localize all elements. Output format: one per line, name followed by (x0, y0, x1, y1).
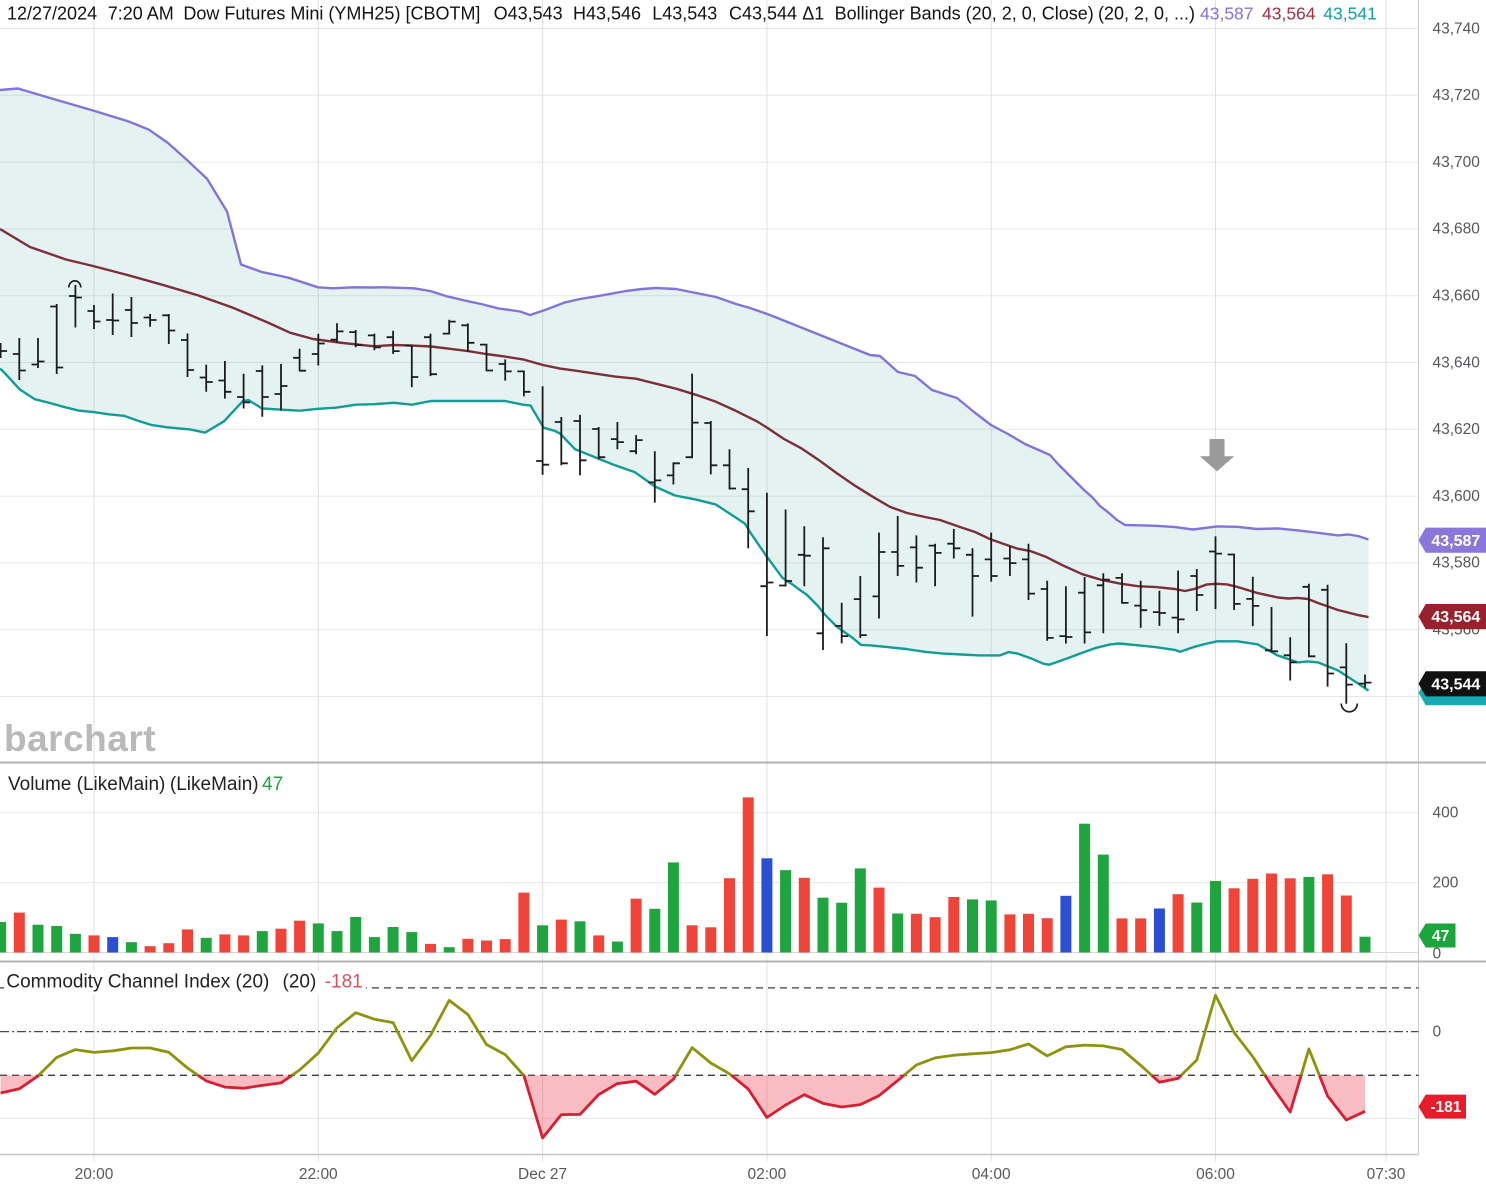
svg-text:06:00: 06:00 (1196, 1166, 1235, 1183)
svg-text:O43,543: O43,543 (494, 4, 563, 24)
svg-text:-181: -181 (325, 972, 363, 993)
svg-text:02:00: 02:00 (748, 1166, 787, 1183)
svg-text:L43,543: L43,543 (652, 4, 717, 24)
svg-text:47: 47 (1432, 928, 1449, 945)
svg-text:Commodity Channel Index (20): Commodity Channel Index (20) (6, 972, 269, 993)
svg-text:0: 0 (1433, 945, 1442, 962)
svg-text:(LikeMain): (LikeMain) (170, 774, 259, 795)
svg-text:43,544: 43,544 (1431, 676, 1480, 693)
svg-text:0: 0 (1433, 1023, 1442, 1040)
svg-text:43,587: 43,587 (1200, 4, 1254, 24)
svg-text:43,700: 43,700 (1433, 154, 1481, 171)
svg-text:43,600: 43,600 (1433, 488, 1481, 505)
svg-text:43,680: 43,680 (1433, 221, 1481, 238)
svg-text:C43,544: C43,544 (729, 4, 797, 24)
svg-text:Bollinger Bands (20, 2, 0, Clo: Bollinger Bands (20, 2, 0, Close) (835, 4, 1094, 24)
svg-text:43,587: 43,587 (1431, 533, 1480, 550)
svg-text:22:00: 22:00 (299, 1166, 338, 1183)
svg-text:04:00: 04:00 (972, 1166, 1011, 1183)
svg-text:H43,546: H43,546 (573, 4, 641, 24)
svg-text:-181: -181 (1430, 1099, 1461, 1116)
svg-text:400: 400 (1433, 805, 1459, 822)
svg-text:Δ1: Δ1 (802, 4, 824, 24)
svg-text:43,620: 43,620 (1433, 421, 1481, 438)
svg-text:Dow Futures Mini (YMH25) [CBOT: Dow Futures Mini (YMH25) [CBOTM] (183, 4, 480, 24)
svg-text:(20): (20) (283, 972, 317, 993)
svg-text:Dec 27: Dec 27 (518, 1166, 567, 1183)
svg-text:20:00: 20:00 (75, 1166, 114, 1183)
svg-text:43,580: 43,580 (1433, 555, 1481, 572)
svg-text:(20, 2, 0, ...): (20, 2, 0, ...) (1098, 4, 1195, 24)
svg-text:43,720: 43,720 (1433, 87, 1481, 104)
svg-text:Volume (LikeMain): Volume (LikeMain) (8, 774, 165, 795)
svg-text:7:20 AM: 7:20 AM (108, 4, 174, 24)
svg-text:43,660: 43,660 (1433, 288, 1481, 305)
svg-text:43,564: 43,564 (1431, 609, 1480, 626)
svg-text:43,740: 43,740 (1433, 20, 1481, 37)
svg-text:43,564: 43,564 (1262, 4, 1316, 24)
svg-text:47: 47 (262, 774, 283, 795)
svg-text:barchart: barchart (4, 718, 156, 759)
svg-text:43,541: 43,541 (1323, 4, 1377, 24)
svg-text:200: 200 (1433, 874, 1459, 891)
svg-text:12/27/2024: 12/27/2024 (7, 4, 97, 24)
svg-text:43,640: 43,640 (1433, 354, 1481, 371)
svg-text:07:30: 07:30 (1367, 1166, 1406, 1183)
